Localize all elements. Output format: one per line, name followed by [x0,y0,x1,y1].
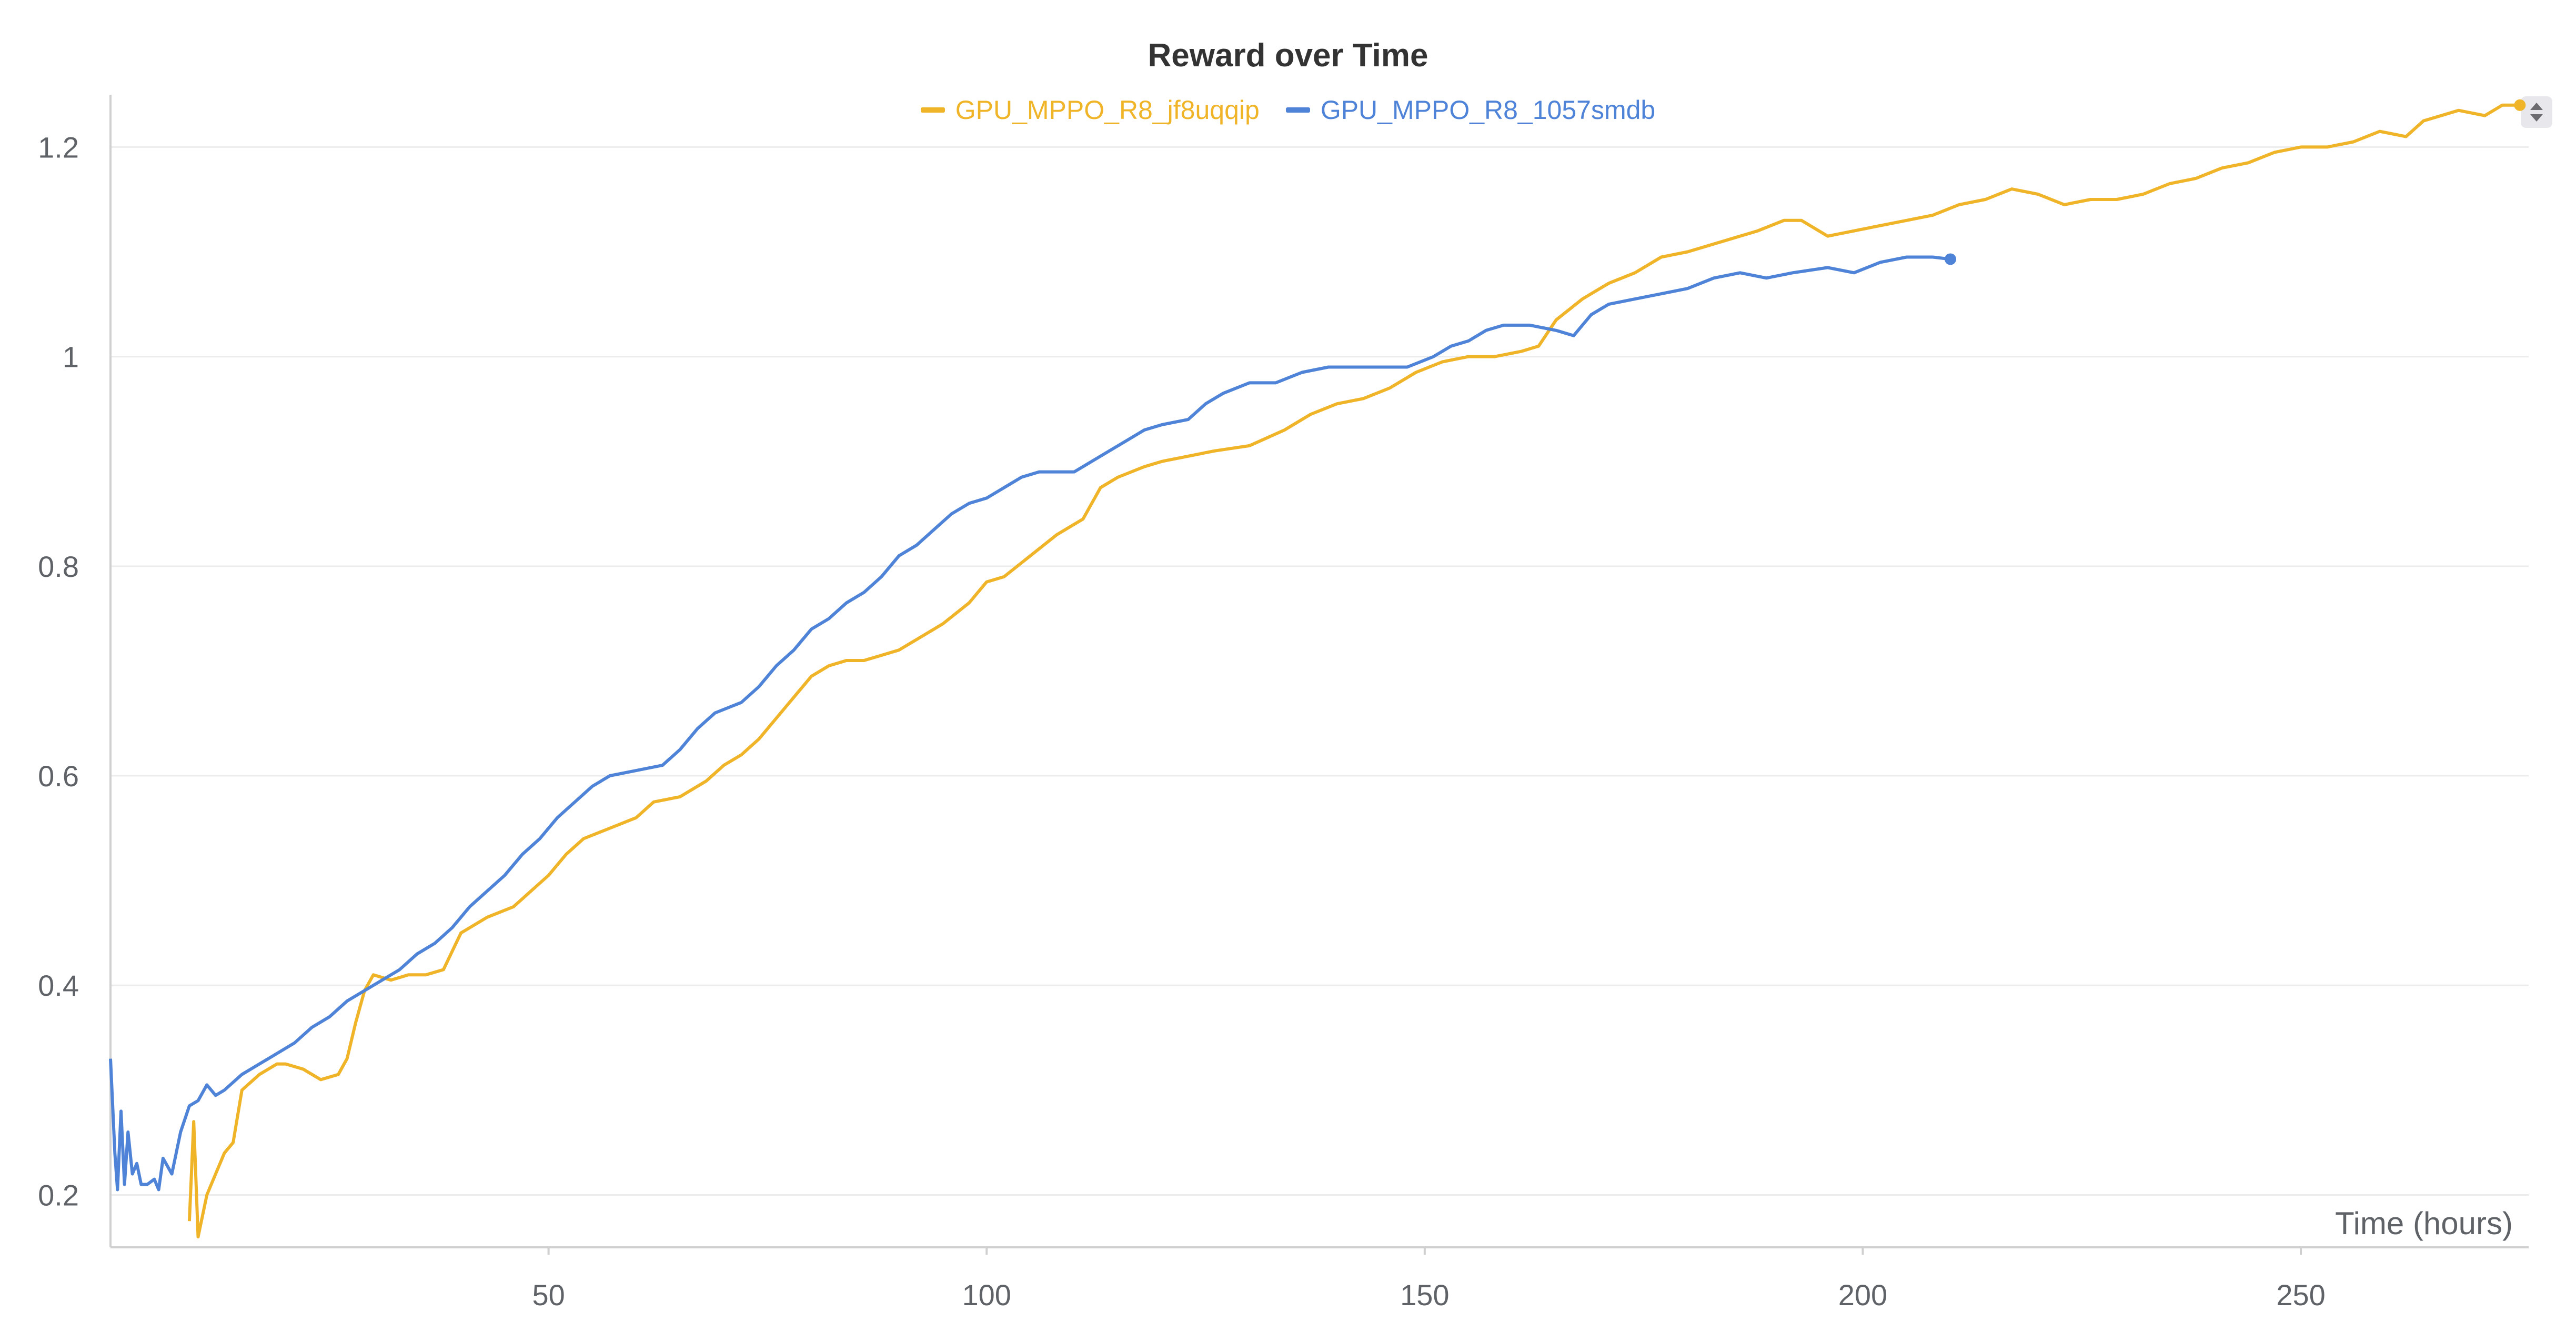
legend-scroll-control[interactable] [2521,96,2552,128]
legend: GPU_MPPO_R8_jf8uqqip GPU_MPPO_R8_1057smd… [0,95,2576,125]
series-line-1 [187,103,2520,1239]
y-tick-label: 0.2 [38,1178,79,1212]
x-tick-label: 50 [532,1278,565,1312]
series-end-marker [1944,253,1956,265]
series-end-marker [2514,99,2526,111]
y-tick-label: 0.8 [38,550,79,583]
legend-item-series-2[interactable]: GPU_MPPO_R8_1057smdb [1285,95,1656,125]
grid [110,146,2529,1196]
y-tick-label: 0.6 [38,759,79,793]
series-lines [109,99,2526,1239]
tick-labels: 0.2 0.4 0.6 0.8 1 1.2 50 100 150 200 250 Time (hour… [38,131,2513,1312]
x-tick-label: 100 [962,1278,1011,1312]
legend-item-series-1[interactable]: GPU_MPPO_R8_jf8uqqip [920,95,1260,125]
axes [109,95,2529,1255]
x-tick-label: 250 [2276,1278,2325,1312]
up-down-arrow-icon [2530,103,2543,122]
chart-title: Reward over Time [1148,37,1428,74]
legend-swatch [920,107,945,113]
x-axis-title: Time (hours) [2335,1206,2513,1241]
x-tick-label: 200 [1838,1278,1887,1312]
x-tick-label: 150 [1400,1278,1449,1312]
legend-swatch [1285,107,1310,113]
series-line-2 [109,255,1951,1192]
y-tick-label: 1.2 [38,131,79,164]
legend-label: GPU_MPPO_R8_jf8uqqip [955,95,1260,125]
legend-label: GPU_MPPO_R8_1057smdb [1320,95,1656,125]
y-tick-label: 0.4 [38,969,79,1002]
y-tick-label: 1 [63,341,79,374]
